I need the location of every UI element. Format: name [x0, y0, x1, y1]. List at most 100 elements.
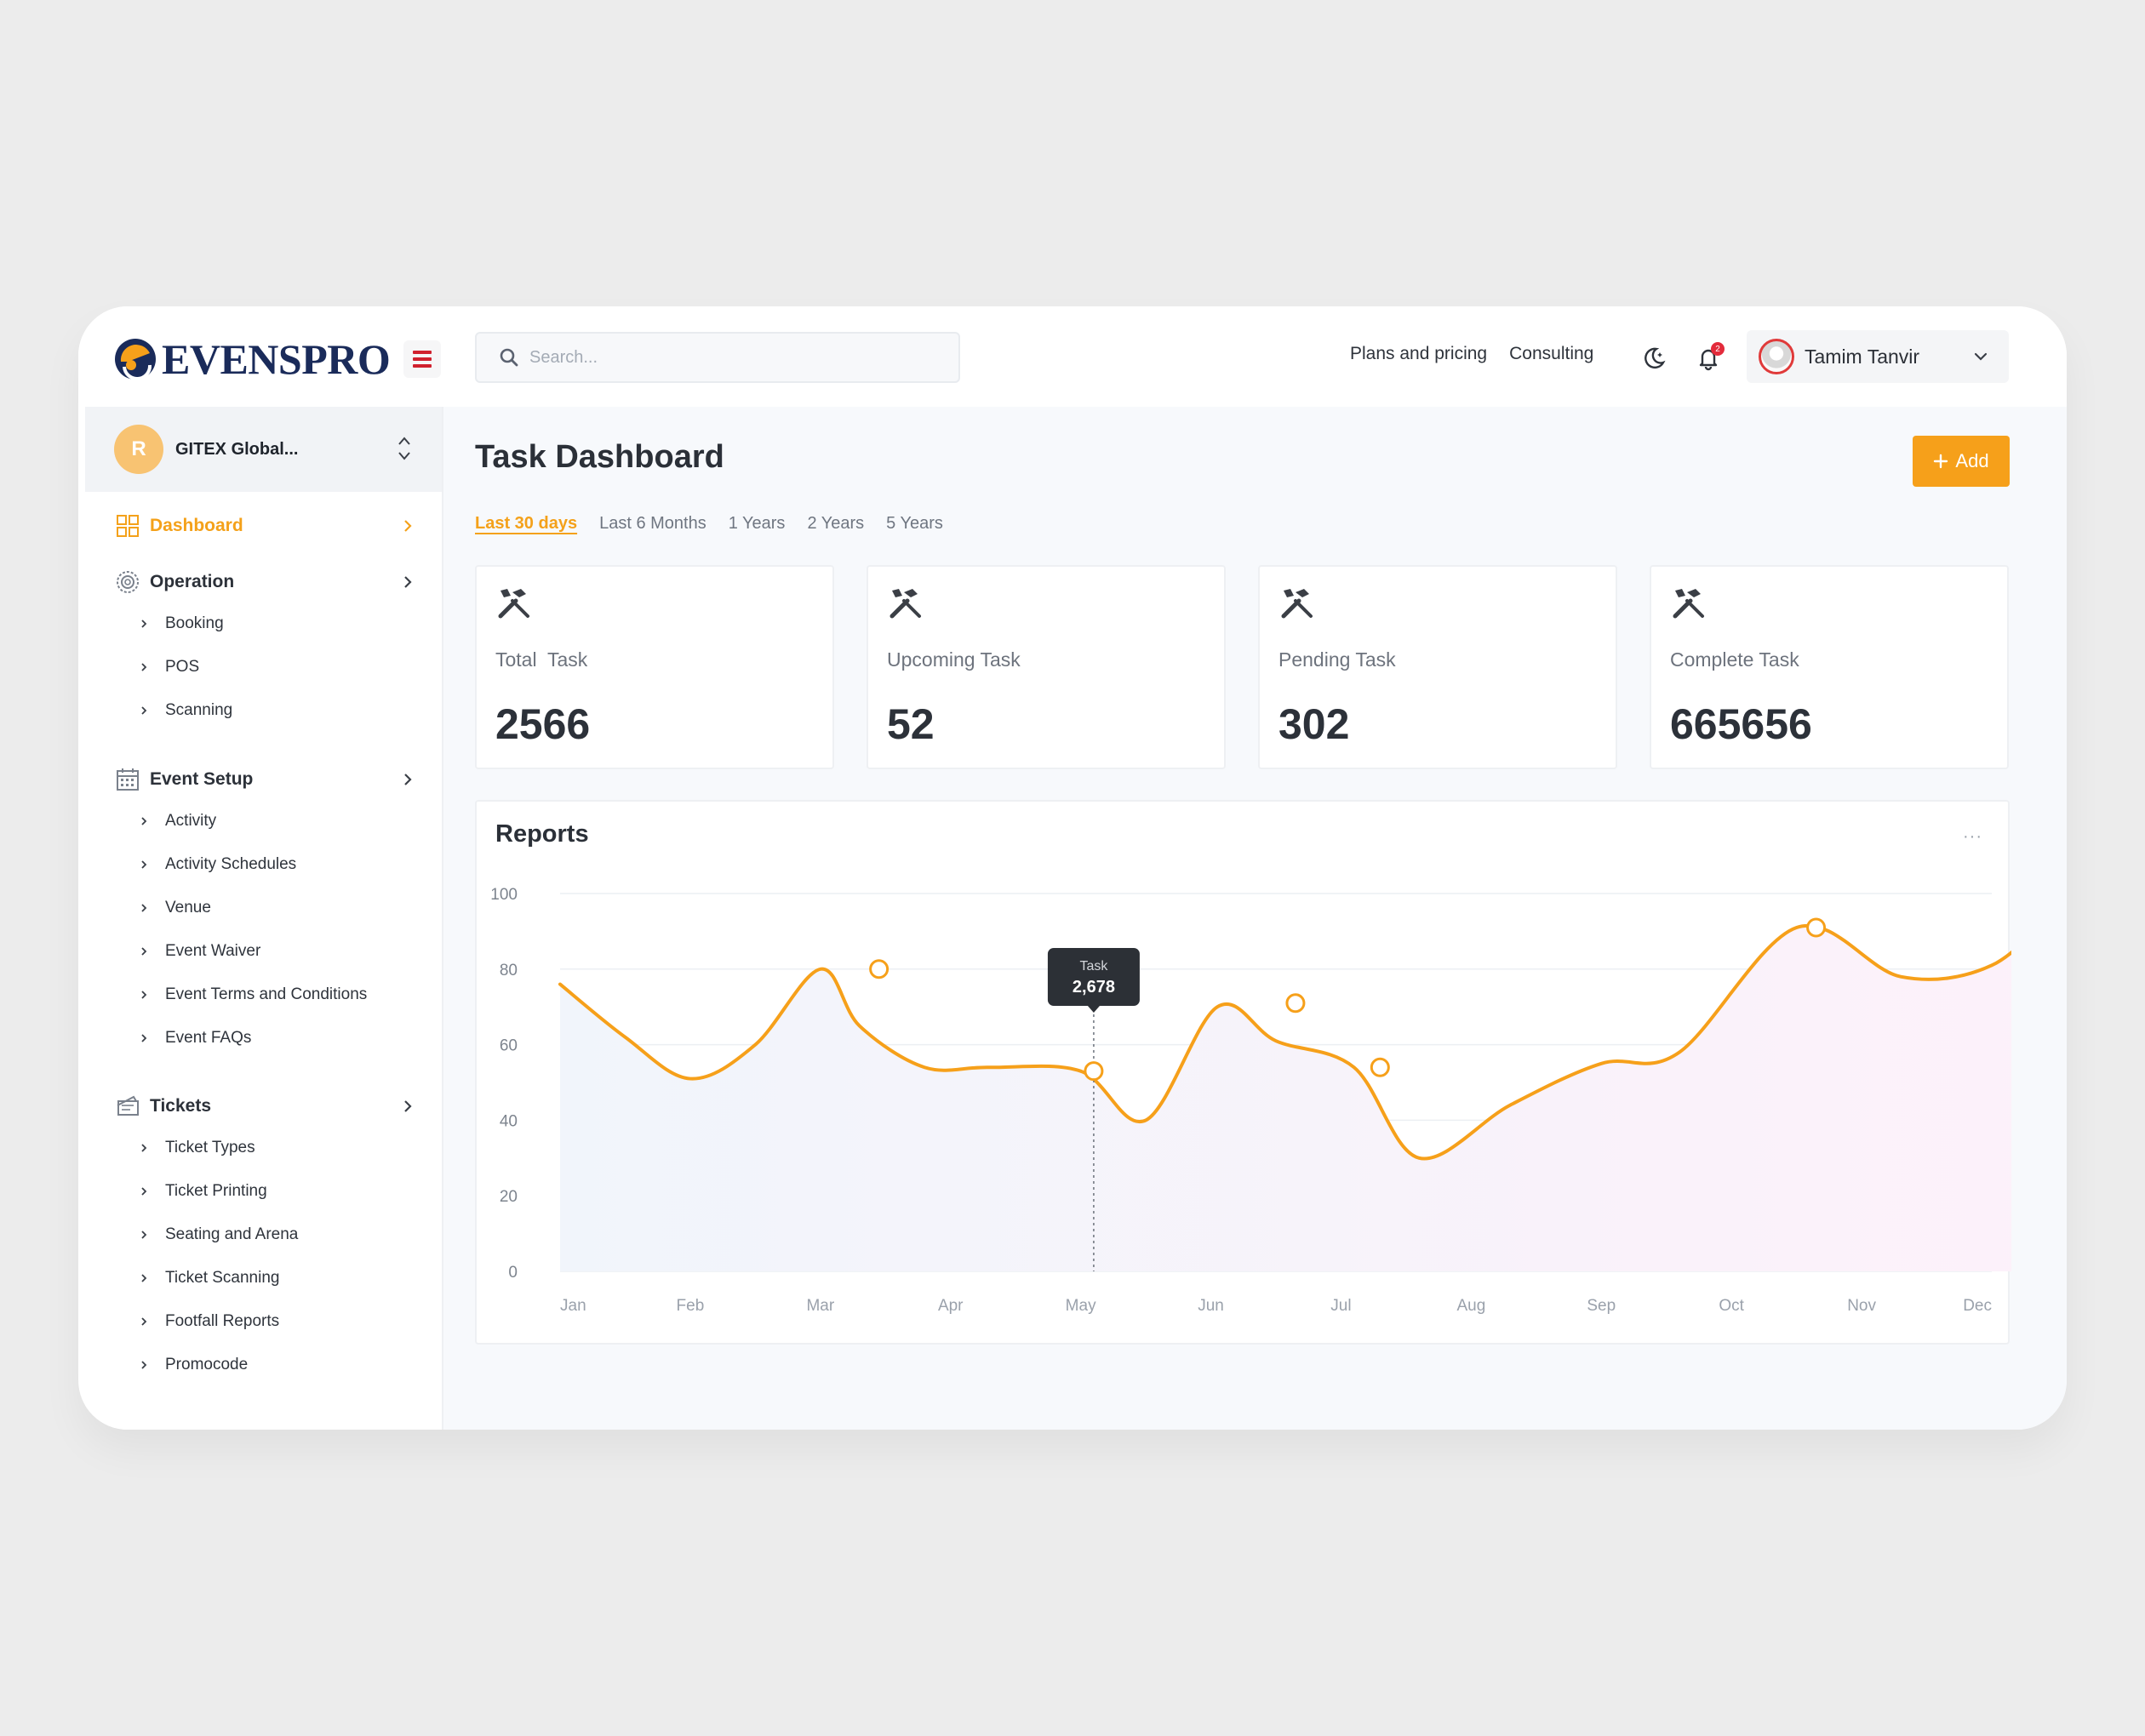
x-tick-label: Mar: [806, 1297, 834, 1315]
sidebar-item-tickets[interactable]: Tickets: [114, 1089, 420, 1123]
sidebar-subitem-label: Event Waiver: [165, 942, 261, 960]
tab-last-6-months[interactable]: Last 6 Months: [599, 514, 706, 533]
chevron-right-icon: [141, 1144, 147, 1152]
sidebar-subitem-event-waiver[interactable]: Event Waiver: [138, 937, 260, 966]
sidebar-subitem-promocode[interactable]: Promocode: [138, 1351, 248, 1379]
chevron-right-icon: [141, 904, 147, 912]
data-point-marker: [1084, 1061, 1104, 1082]
x-tick-label: Nov: [1847, 1297, 1876, 1315]
tab-5-years[interactable]: 5 Years: [886, 514, 943, 533]
sidebar-item-dashboard[interactable]: Dashboard: [114, 509, 420, 543]
tab-2-years[interactable]: 2 Years: [807, 514, 865, 533]
search-box[interactable]: [475, 332, 960, 383]
add-button-label: Add: [1955, 450, 1989, 471]
tooltip-box: [1047, 948, 1140, 1006]
sidebar-item-label: Operation: [150, 572, 235, 591]
page-title: Task Dashboard: [475, 439, 724, 475]
sidebar-subitem-activity-schedules[interactable]: Activity Schedules: [138, 850, 296, 879]
sidebar-subitem-pos[interactable]: POS: [138, 653, 199, 682]
sidebar-subitem-activity[interactable]: Activity: [138, 807, 216, 836]
chevron-right-icon: [141, 706, 147, 715]
sidebar-subitem-scanning[interactable]: Scanning: [138, 696, 232, 725]
plans-pricing-link[interactable]: Plans and pricing: [1350, 344, 1488, 363]
dark-mode-toggle[interactable]: [1636, 340, 1672, 376]
sidebar-subitem-event-faqs[interactable]: Event FAQs: [138, 1024, 251, 1053]
add-button[interactable]: Add: [1913, 436, 2010, 487]
tools-icon: [498, 589, 529, 619]
y-tick-label: 0: [508, 1264, 518, 1282]
chevron-right-icon: [141, 1361, 147, 1369]
sidebar-subitem-seating-arena[interactable]: Seating and Arena: [138, 1220, 298, 1249]
sidebar-item-operation[interactable]: Operation: [114, 565, 420, 599]
y-tick-label: 100: [490, 886, 518, 904]
sidebar-subitem-footfall-reports[interactable]: Footfall Reports: [138, 1307, 279, 1336]
user-menu[interactable]: Tamim Tanvir: [1747, 330, 2009, 383]
sidebar-subitem-label: Footfall Reports: [165, 1312, 280, 1330]
tools-icon: [1673, 589, 1704, 619]
x-tick-label: Aug: [1456, 1297, 1485, 1315]
sidebar-subitem-label: POS: [165, 658, 200, 676]
sidebar-subitem-ticket-printing[interactable]: Ticket Printing: [138, 1177, 267, 1206]
org-name: GITEX Global...: [175, 439, 299, 459]
chevron-right-icon: [404, 1100, 412, 1112]
dashboard-grid-icon: [114, 512, 141, 540]
tab-1-years[interactable]: 1 Years: [728, 514, 786, 533]
brand-logo[interactable]: EVENSPRO: [112, 335, 391, 383]
stat-value: 665656: [1670, 700, 1812, 748]
stat-card-total-task[interactable]: Total Task 2566: [475, 565, 834, 769]
y-tick-label: 60: [500, 1037, 518, 1055]
sidebar-subitem-label: Activity: [165, 812, 217, 830]
sidebar-subitem-ticket-types[interactable]: Ticket Types: [138, 1134, 255, 1162]
more-options-icon[interactable]: ···: [1963, 827, 1982, 846]
stat-label: Pending Task: [1278, 648, 1396, 671]
y-tick-label: 20: [500, 1188, 518, 1206]
sidebar-subitem-event-terms[interactable]: Event Terms and Conditions: [138, 980, 367, 1009]
tooltip-value: 2,678: [1072, 978, 1115, 996]
sort-toggle-icon: [398, 437, 410, 460]
tooltip-label: Task: [1079, 959, 1108, 974]
x-tick-label: May: [1066, 1297, 1096, 1315]
app-window: EVENSPRO Plans and pricing Consulting 2 …: [78, 306, 2067, 1430]
search-icon: [500, 348, 518, 367]
chevron-right-icon: [141, 860, 147, 869]
period-tabs: Last 30 days Last 6 Months 1 Years 2 Yea…: [475, 514, 943, 534]
sidebar-subitem-label: Scanning: [165, 701, 233, 719]
sidebar-subitem-booking[interactable]: Booking: [138, 609, 224, 638]
x-tick-label: Feb: [677, 1297, 705, 1315]
top-bar: EVENSPRO Plans and pricing Consulting 2 …: [78, 306, 2067, 407]
tools-icon: [889, 589, 921, 619]
data-point-marker: [1806, 917, 1827, 938]
chevron-right-icon: [141, 947, 147, 956]
stat-card-complete-task[interactable]: Complete Task 665656: [1650, 565, 2009, 769]
x-tick-label: Sep: [1587, 1297, 1616, 1315]
tab-last-30-days[interactable]: Last 30 days: [475, 514, 578, 533]
tools-icon: [1281, 589, 1313, 619]
avatar: [1759, 339, 1794, 374]
search-input[interactable]: [529, 347, 938, 368]
sidebar-item-event-setup[interactable]: Event Setup: [114, 762, 420, 797]
stat-card-pending-task[interactable]: Pending Task 302: [1258, 565, 1617, 769]
data-point-marker: [1285, 993, 1306, 1014]
sidebar-subitem-label: Seating and Arena: [165, 1225, 299, 1243]
sidebar-subitem-venue[interactable]: Venue: [138, 894, 211, 922]
top-links: Plans and pricing Consulting: [1350, 344, 1593, 364]
chevron-right-icon: [404, 576, 412, 588]
calendar-icon: [114, 766, 141, 793]
user-name: Tamim Tanvir: [1805, 345, 1920, 368]
ticket-icon: [114, 1093, 141, 1120]
moon-icon: [1644, 347, 1666, 368]
notifications-button[interactable]: 2: [1690, 340, 1726, 376]
menu-toggle-button[interactable]: [403, 340, 441, 378]
sidebar-item-label: Dashboard: [150, 516, 243, 535]
sidebar-subitem-label: Event Terms and Conditions: [165, 985, 368, 1003]
sidebar-subitem-ticket-scanning[interactable]: Ticket Scanning: [138, 1264, 279, 1293]
notification-badge: 2: [1711, 342, 1725, 356]
logo-mark-icon: [115, 339, 156, 381]
org-avatar: R: [114, 425, 163, 474]
org-switcher[interactable]: R GITEX Global...: [85, 407, 442, 492]
stat-value: 302: [1278, 700, 1350, 748]
stat-card-upcoming-task[interactable]: Upcoming Task 52: [867, 565, 1226, 769]
sidebar-subitem-label: Ticket Scanning: [165, 1269, 280, 1287]
stat-value: 2566: [495, 700, 591, 748]
consulting-link[interactable]: Consulting: [1509, 344, 1594, 363]
